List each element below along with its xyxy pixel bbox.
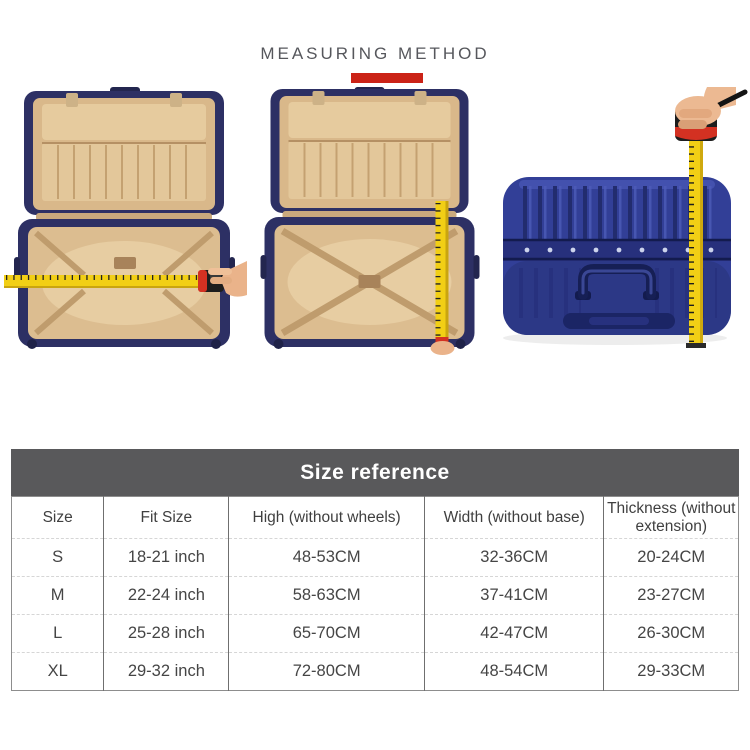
hand: [675, 87, 748, 129]
col-header-high: High (without wheels): [228, 496, 425, 539]
cell-thickness: 26-30CM: [603, 614, 739, 653]
cell-width: 37-41CM: [423, 576, 604, 615]
carry-handle: [575, 264, 659, 300]
cell-high: 72-80CM: [228, 652, 425, 691]
title-underline: [351, 73, 423, 83]
size-table: Size Fit Size High (without wheels) Widt…: [11, 496, 739, 691]
suitcase-lid: [270, 87, 469, 213]
cell-high: 48-53CM: [228, 538, 425, 577]
closed-suitcase-photo: [503, 87, 748, 348]
cell-high: 58-63CM: [228, 576, 425, 615]
cell-thickness: 20-24CM: [603, 538, 739, 577]
cell-size: M: [11, 576, 104, 615]
photo-width-measure: [2, 87, 247, 360]
table-header-row: Size Fit Size High (without wheels) Widt…: [12, 496, 739, 539]
cell-size: L: [11, 614, 104, 653]
photo-thickness-measure: [493, 87, 748, 360]
open-suitcase-height-photo: [260, 87, 480, 355]
col-header-size: Size: [42, 508, 73, 526]
table-row-l: L 25-28 inch 65-70CM 42-47CM 26-30CM: [11, 614, 739, 653]
cell-fit: 22-24 inch: [103, 576, 229, 615]
cell-width: 48-54CM: [423, 652, 604, 691]
size-reference-section: Size reference Size Fit Size High (witho…: [11, 449, 739, 691]
photo-height-measure: [250, 87, 490, 360]
page-title: MEASURING METHOD: [260, 44, 490, 63]
col-header-width: Width (without base): [423, 496, 604, 539]
table-row-xl: XL 29-32 inch 72-80CM 48-54CM 29-33CM: [11, 652, 739, 691]
col-header-fit-size: Fit Size: [103, 496, 229, 539]
tape-measure-vertical: [435, 201, 449, 341]
measuring-photos: [0, 87, 750, 357]
suitcase-base: [260, 217, 480, 349]
hand: [208, 261, 247, 297]
header: MEASURING METHOD: [0, 0, 750, 83]
col-header-thickness: Thickness (without extension): [603, 496, 739, 539]
table-row-m: M 22-24 inch 58-63CM 37-41CM 23-27CM: [11, 576, 739, 615]
cell-size: XL: [11, 652, 104, 691]
suitcase-lid: [24, 87, 224, 215]
size-reference-heading: Size reference: [11, 449, 739, 496]
cell-fit: 18-21 inch: [103, 538, 229, 577]
cell-fit: 29-32 inch: [103, 652, 229, 691]
cell-thickness: 23-27CM: [603, 576, 739, 615]
cell-thickness: 29-33CM: [603, 652, 739, 691]
cell-width: 42-47CM: [423, 614, 604, 653]
cell-size: S: [11, 538, 104, 577]
cell-fit: 25-28 inch: [103, 614, 229, 653]
hand: [430, 337, 455, 355]
trolley-recess-inner: [589, 317, 649, 325]
cell-width: 32-36CM: [423, 538, 604, 577]
open-suitcase-width-photo: [4, 87, 247, 349]
table-row-s: S 18-21 inch 48-53CM 32-36CM 20-24CM: [11, 538, 739, 577]
cell-high: 65-70CM: [228, 614, 425, 653]
